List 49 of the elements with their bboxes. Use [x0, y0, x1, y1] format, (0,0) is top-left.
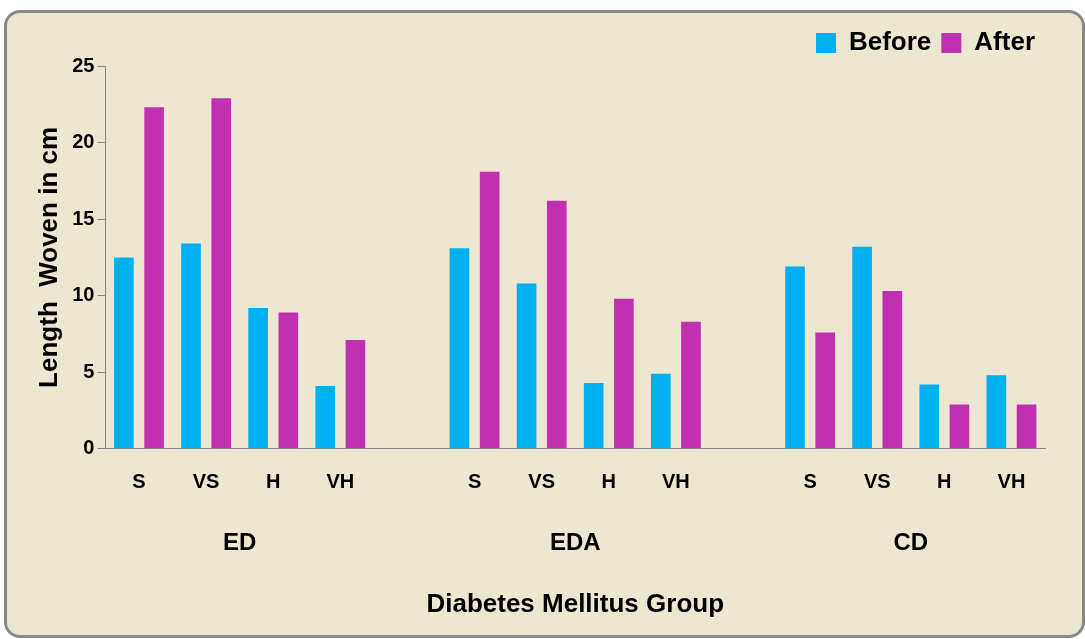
y-tick-label: 25: [72, 53, 95, 76]
x-tick-label: VS: [192, 470, 220, 493]
text: ED: [223, 528, 257, 556]
bar: [479, 171, 500, 449]
bar: [919, 384, 940, 449]
y-tick-label: 20: [72, 130, 95, 153]
y-axis-title: Length Woven in cm: [32, 126, 63, 388]
bar: [681, 321, 701, 449]
bar: [278, 312, 299, 449]
x-tick-label: VH: [997, 470, 1026, 493]
bar: [852, 246, 872, 449]
x-tick-label: VH: [661, 470, 690, 493]
bar: [114, 257, 134, 449]
x-tick-label: VH: [326, 470, 355, 493]
y-tick-label: 15: [72, 206, 95, 229]
bar: [949, 404, 970, 449]
y-tick-label: 10: [72, 283, 95, 306]
bar: [144, 107, 164, 449]
bar: [583, 382, 604, 449]
bar: [986, 375, 1007, 449]
text: EDA: [549, 528, 601, 556]
legend-label: Before: [848, 26, 932, 57]
bar: [516, 283, 537, 449]
bar: [315, 386, 336, 449]
bar: [882, 291, 903, 449]
x-tick-label: S: [132, 470, 146, 493]
bar: [650, 373, 671, 449]
bar: [546, 200, 567, 449]
x-tick-label: H: [601, 470, 617, 493]
x-tick-label: H: [937, 470, 952, 493]
y-tick-label: 0: [83, 436, 95, 459]
bar: [345, 340, 366, 449]
bar: [181, 243, 201, 449]
bar: [211, 98, 232, 449]
bar: [248, 307, 268, 449]
x-tick-label: S: [467, 470, 482, 493]
x-tick-label: VS: [863, 470, 891, 493]
bar: [449, 248, 470, 449]
bar: [785, 266, 805, 449]
bar: [815, 332, 836, 449]
y-tick-label: 5: [83, 359, 95, 382]
x-tick-label: VS: [528, 470, 556, 493]
x-tick-label: S: [803, 470, 817, 493]
x-axis-title: Diabetes Mellitus Group: [426, 587, 725, 618]
legend-label: After: [974, 26, 1035, 57]
bar: [614, 298, 634, 449]
bar: [1016, 404, 1037, 449]
x-tick-label: H: [266, 470, 281, 493]
text: CD: [893, 528, 929, 556]
